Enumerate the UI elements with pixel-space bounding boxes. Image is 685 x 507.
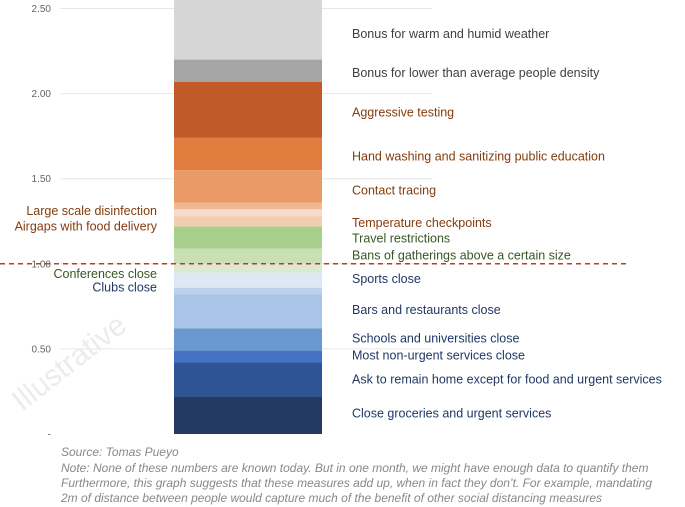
segment-label: Bars and restaurants close [352,303,501,317]
watermark-text: Illustrative [6,308,133,417]
bar-segment [174,248,322,264]
bar-segment [174,328,322,351]
bar-segment [174,362,322,397]
segment-label: Aggressive testing [352,105,454,119]
segment-label: Travel restrictions [352,231,450,245]
bar-segment [174,294,322,329]
y-tick-label: 0.50 [32,344,52,355]
bar-segment [174,287,322,295]
y-tick-label: 1.50 [32,174,52,185]
segment-label: Ask to remain home except for food and u… [352,373,662,387]
bar-segment [174,272,322,288]
segment-label: Sports close [352,272,421,286]
y-tick-label: 2.00 [32,89,52,100]
note-line-3: 2m of distance between people would capt… [60,491,602,505]
segment-label: Airgaps with food delivery [15,219,158,233]
segment-label: Bonus for warm and humid weather [352,27,549,41]
segment-labels: Close groceries and urgent services Ask t… [15,27,662,421]
bar-segment [174,0,322,60]
segment-label: Bonus for lower than average people dens… [352,66,600,80]
segment-label: Close groceries and urgent services [352,407,551,421]
y-tick-label: - [48,430,51,441]
bar-segment [174,202,322,210]
segment-label: Large scale disinfection [26,204,157,218]
bar-segment [174,59,322,82]
note-line-2: Furthermore, this graph suggests that th… [61,476,652,490]
segment-label: Bans of gatherings above a certain size [352,248,571,262]
bar-segment [174,216,322,227]
note-line-1: Note: None of these numbers are known to… [61,461,648,475]
bar-segment [174,137,322,171]
segment-label: Conferences close [53,267,157,281]
bar-segment [174,209,322,217]
bar-segment [174,81,322,138]
segment-label: Temperature checkpoints [352,216,492,230]
y-tick-label: 2.50 [32,4,52,15]
bar-segment [174,396,322,434]
segment-label: Clubs close [92,281,157,295]
y-tick-label: 1.00 [32,259,52,270]
segment-label: Contact tracing [352,184,436,198]
y-axis: 2.50 2.00 1.50 1.00 0.50 - [32,4,52,440]
bar-segment [174,350,322,363]
segment-label: Hand washing and sanitizing public educa… [352,150,605,164]
bar-segment [174,226,322,249]
source-text: Source: Tomas Pueyo [61,445,179,459]
segment-label: Schools and universities close [352,332,519,346]
bar-segment [174,263,322,273]
stacked-bar [174,0,322,434]
segment-label: Most non-urgent services close [352,349,525,363]
bar-segment [174,170,322,203]
